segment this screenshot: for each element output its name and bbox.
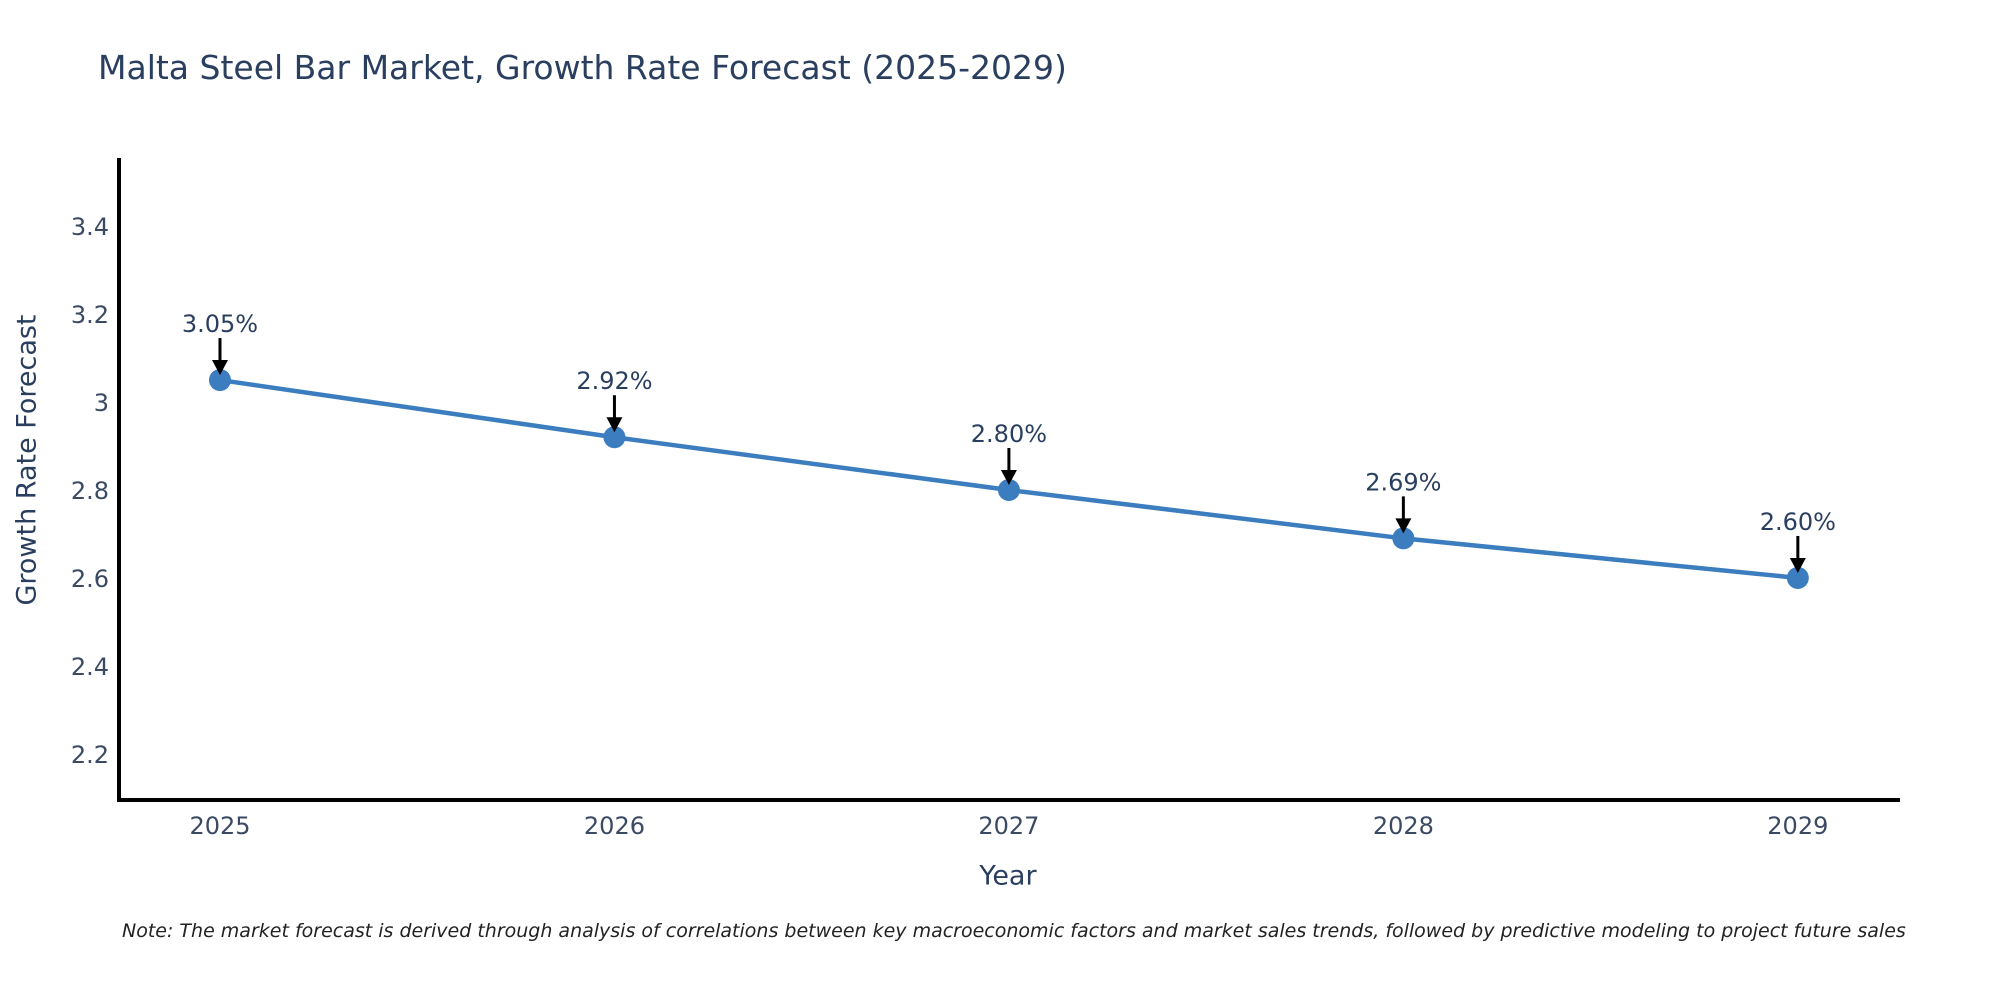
x-tick-label: 2026 [584, 812, 645, 840]
point-value-label: 2.60% [1760, 508, 1836, 536]
point-value-label: 3.05% [182, 310, 258, 338]
point-value-label: 2.69% [1365, 468, 1441, 496]
y-tick-label: 2.2 [71, 741, 109, 769]
footnote: Note: The market forecast is derived thr… [122, 920, 1906, 942]
point-value-label: 2.92% [576, 367, 652, 395]
data-point-marker [1786, 566, 1809, 589]
annotation-arrowhead [1000, 469, 1017, 485]
data-point-marker [603, 426, 626, 449]
data-point-marker [208, 369, 231, 392]
annotation-arrowhead [606, 417, 623, 433]
x-axis-title: Year [979, 860, 1037, 892]
data-point-marker [1392, 527, 1415, 550]
y-tick-label: 3 [94, 389, 109, 417]
x-tick-label: 2028 [1373, 812, 1434, 840]
y-tick-label: 2.8 [71, 477, 109, 505]
y-tick-label: 3.4 [71, 213, 109, 241]
y-tick-label: 2.4 [71, 653, 109, 681]
y-tick-label: 3.2 [71, 301, 109, 329]
annotation-arrowhead [211, 360, 228, 376]
x-tick-label: 2027 [978, 812, 1039, 840]
annotation-arrowhead [1395, 518, 1412, 534]
point-value-label: 2.80% [971, 420, 1047, 448]
annotation-arrowhead [1789, 557, 1806, 573]
x-tick-label: 2029 [1767, 812, 1828, 840]
x-tick-label: 2025 [189, 812, 250, 840]
y-tick-label: 2.6 [71, 565, 109, 593]
chart-title: Malta Steel Bar Market, Growth Rate Fore… [98, 48, 1067, 87]
data-point-marker [997, 478, 1020, 501]
